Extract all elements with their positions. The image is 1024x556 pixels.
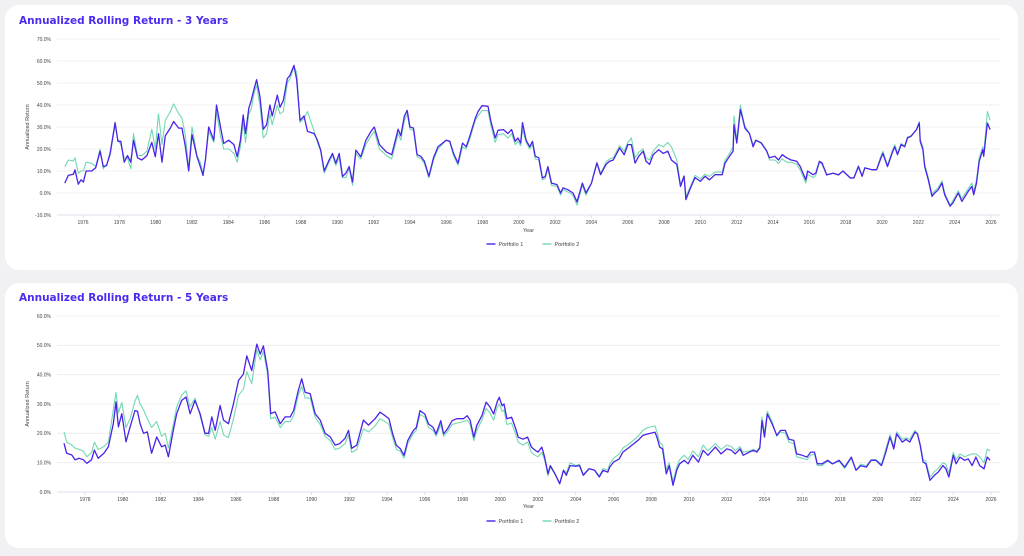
chart-title: Annualized Rolling Return - 5 Years (19, 292, 229, 304)
chart-card-5-years: Annualized Rolling Return - 5 Years (5, 283, 1018, 548)
chart-card-3-years: Annualized Rolling Return - 3 Years (5, 5, 1018, 270)
chart-title: Annualized Rolling Return - 3 Years (19, 15, 229, 27)
